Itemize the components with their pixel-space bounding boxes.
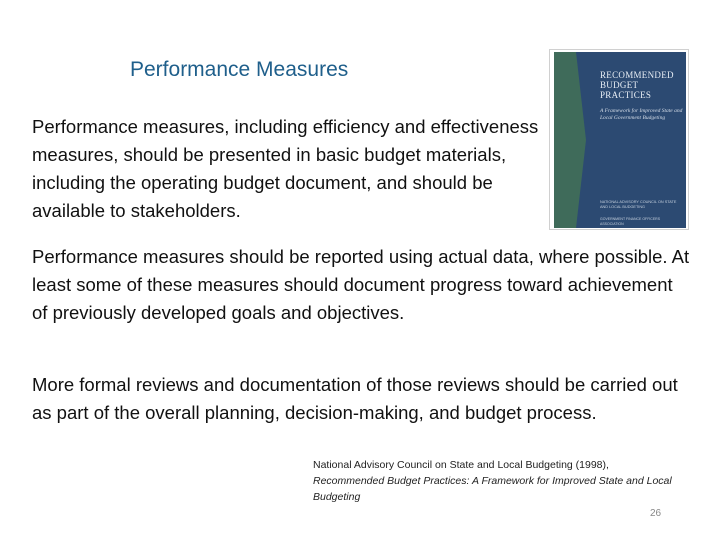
book-arrow-graphic bbox=[576, 52, 586, 228]
citation: National Advisory Council on State and L… bbox=[313, 457, 693, 505]
book-spine bbox=[554, 52, 576, 228]
book-publisher: Government Finance Officers Association bbox=[600, 217, 661, 226]
book-cover-image: Recommended Budget Practices A Framework… bbox=[549, 49, 689, 230]
paragraph-1: Performance measures, including efficien… bbox=[32, 116, 539, 221]
slide-title: Performance Measures bbox=[130, 58, 349, 81]
book-subtitle: A Framework for Improved State and Local… bbox=[600, 108, 683, 121]
paragraph-3: More formal reviews and documentation of… bbox=[32, 374, 678, 423]
paragraph-2: Performance measures should be reported … bbox=[32, 246, 690, 323]
book-cover: Recommended Budget Practices A Framework… bbox=[554, 52, 686, 228]
book-council: National Advisory Council on State and L… bbox=[600, 200, 677, 209]
citation-work-title: Recommended Budget Practices: A Framewor… bbox=[313, 475, 672, 503]
citation-authors: National Advisory Council on State and L… bbox=[313, 459, 609, 471]
slide-number: 26 bbox=[650, 508, 662, 519]
book-title: Recommended Budget Practices bbox=[600, 70, 674, 100]
